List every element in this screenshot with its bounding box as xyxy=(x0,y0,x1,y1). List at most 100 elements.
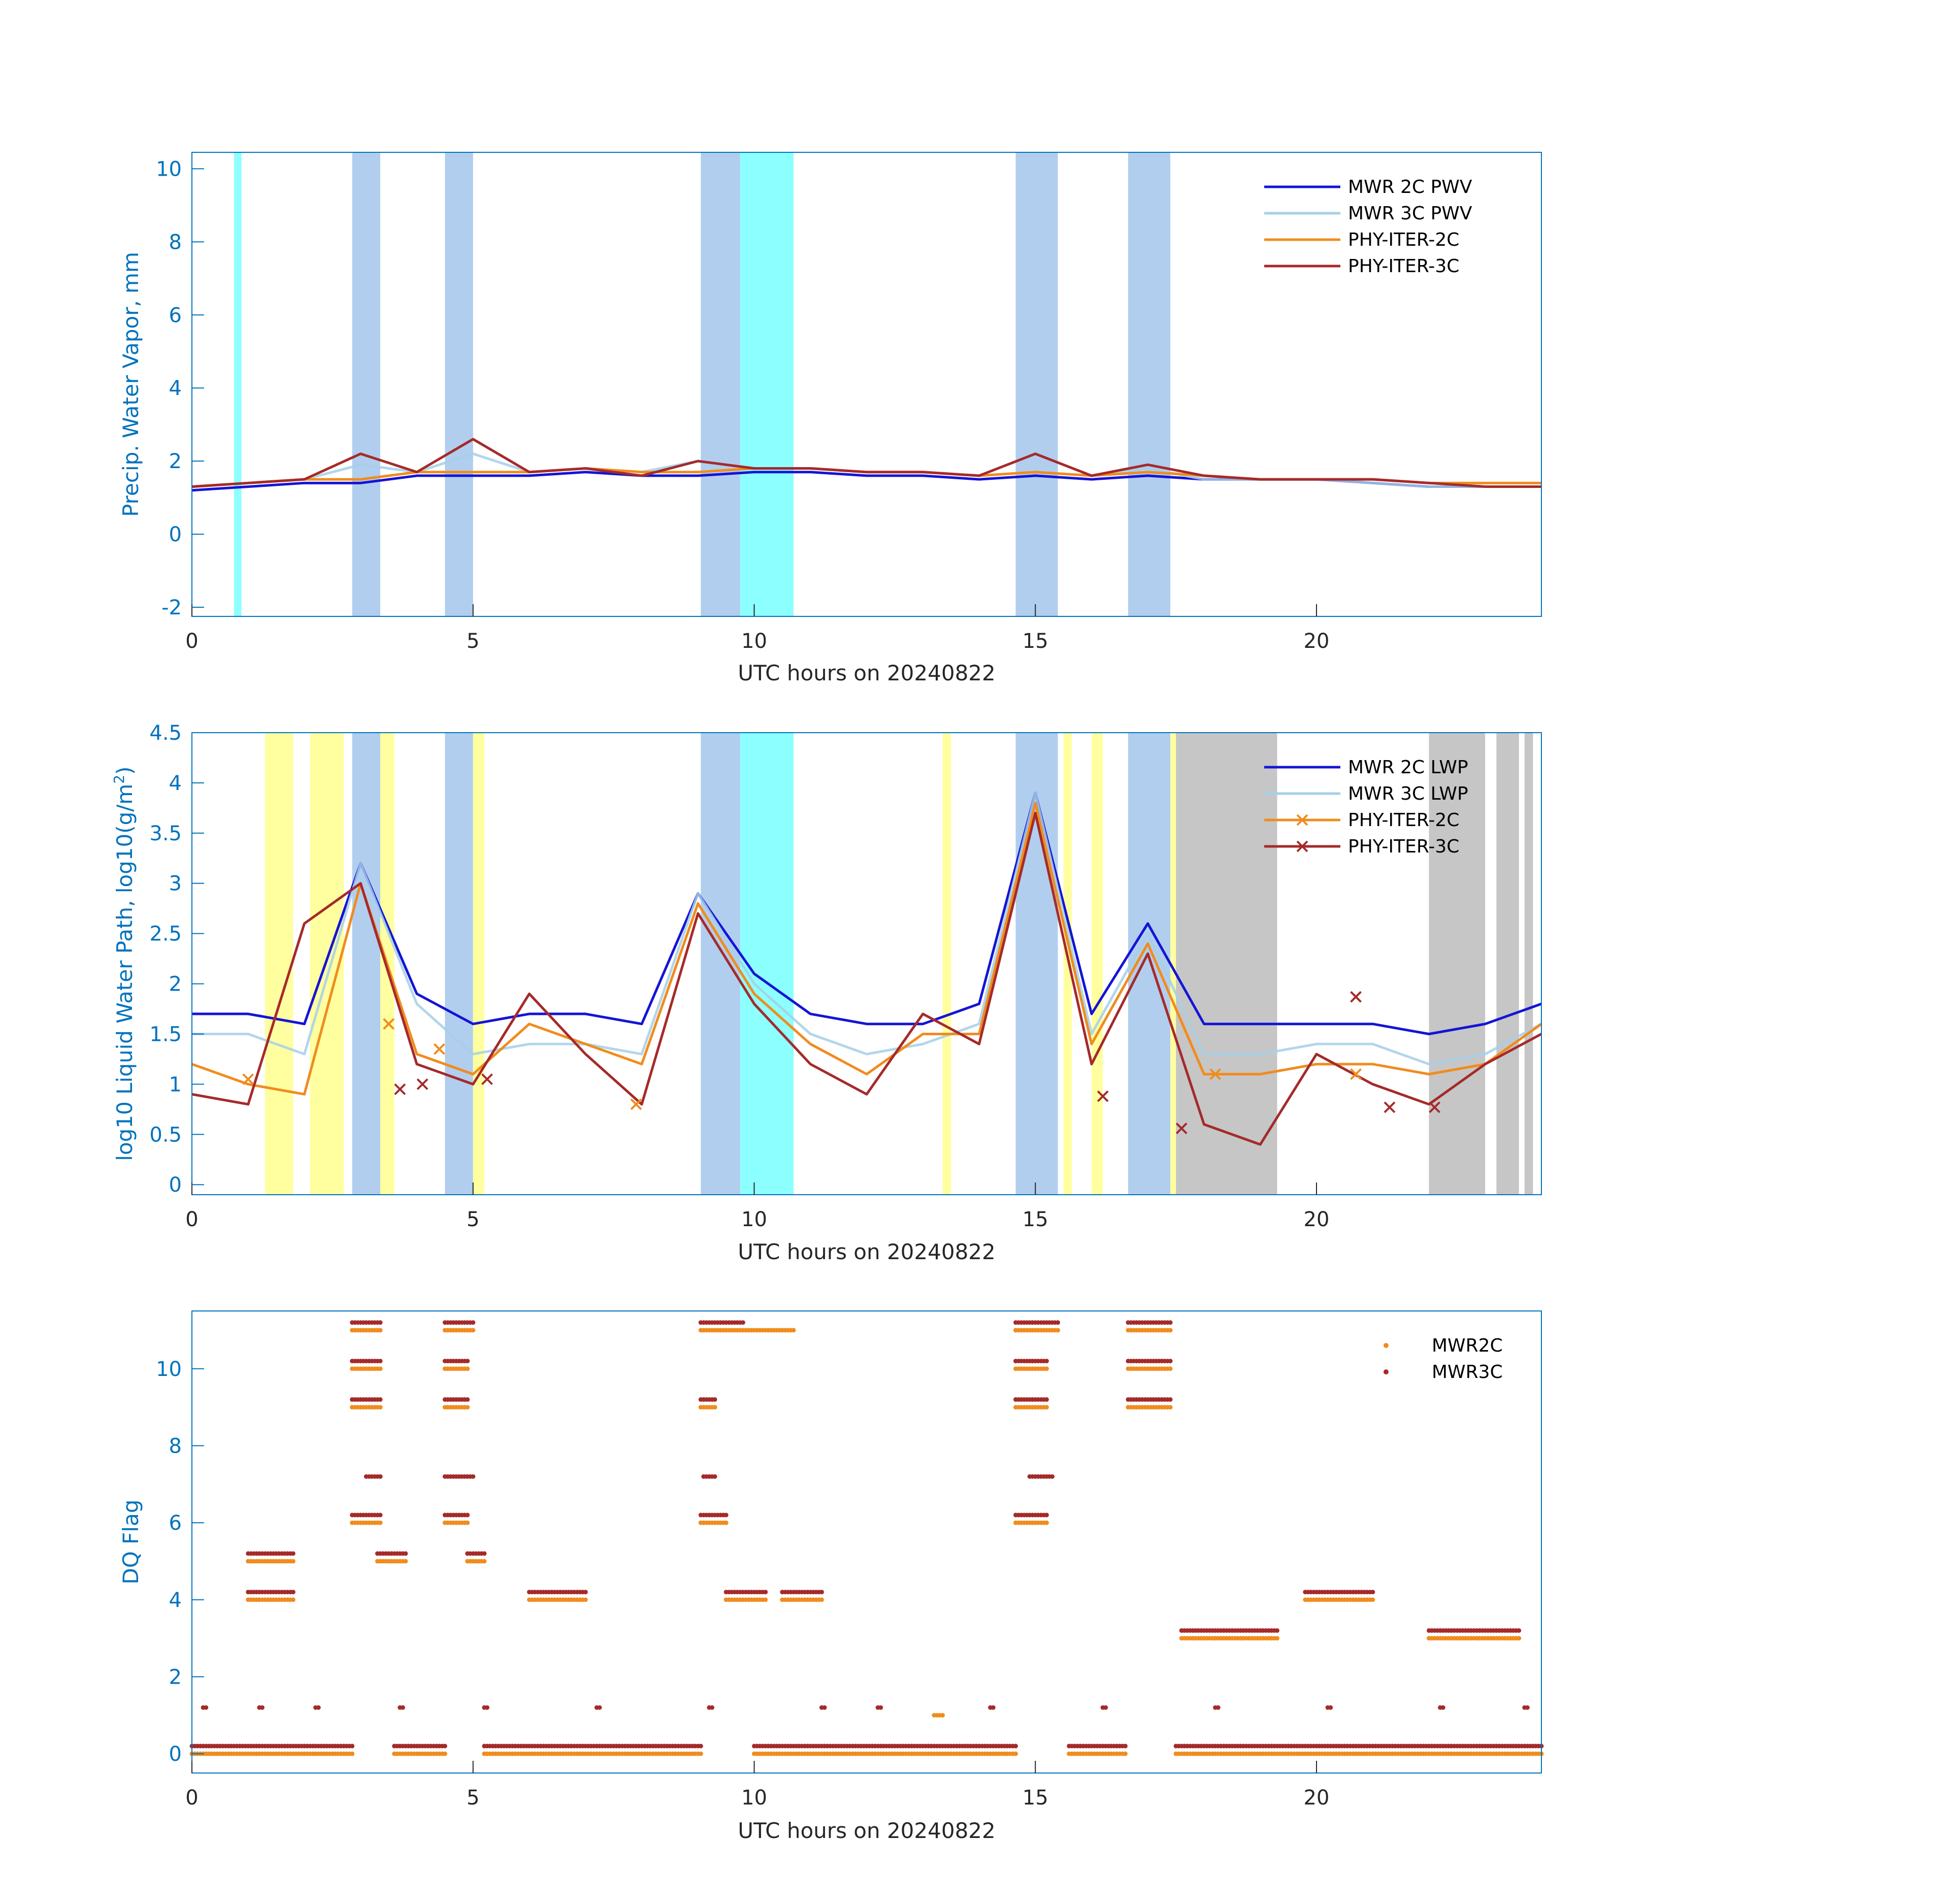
pwv-span-precip-3 xyxy=(1015,152,1058,616)
dqflag-legend-item-1: MWR3C xyxy=(1384,1362,1503,1383)
pwv-span-precip-1 xyxy=(445,152,473,616)
pwv-series-lines xyxy=(191,438,1541,492)
dqflag-points-0-1-0 xyxy=(1179,1636,1279,1641)
pwv-shaded-spans xyxy=(234,152,1171,616)
dqflag-points-1-9-14 xyxy=(1522,1705,1530,1710)
lwp-x-tick-label-3: 15 xyxy=(1023,1208,1048,1231)
dqflag-y-tick-label-2: 4 xyxy=(169,1589,182,1612)
dqflag-points-0-4-3 xyxy=(1013,1520,1049,1525)
pwv-x-tick-label-0: 0 xyxy=(185,630,198,653)
lwp-marker-2 xyxy=(433,1043,445,1055)
dqflag-points-0-5-0 xyxy=(350,1405,383,1410)
dqflag-points-0-2-2 xyxy=(723,1597,768,1602)
dqflag-y-tick-label-3: 6 xyxy=(169,1512,182,1535)
lwp-x-tick-label-4: 20 xyxy=(1304,1208,1330,1231)
lwp-y-axis-label-suffix: ) xyxy=(112,766,137,774)
lwp-span-precip-4 xyxy=(1128,733,1171,1195)
dqflag-points-1-7-3 xyxy=(1126,1359,1173,1364)
dqflag-points-1-7-0 xyxy=(350,1359,383,1364)
dqflag-points-1-1-1 xyxy=(1427,1628,1522,1633)
lwp-marker-1 xyxy=(383,1018,395,1030)
dqflag-points-1-2-4 xyxy=(1303,1590,1375,1595)
dqflag-points-1-0-5 xyxy=(1173,1744,1544,1749)
pwv-span-precip-4 xyxy=(1128,152,1171,616)
dqflag-points-1-9-1 xyxy=(257,1705,265,1710)
dqflag-points-0-4-0 xyxy=(350,1520,383,1525)
dqflag-points-1-9-4 xyxy=(482,1705,489,1710)
lwp-marker-13 xyxy=(1429,1101,1440,1113)
dqflag-x-tick-label-1: 5 xyxy=(467,1786,479,1810)
lwp-marker-9 xyxy=(1097,1090,1109,1102)
pwv-series-3 xyxy=(191,438,1541,488)
dqflag-x-tick-label-4: 20 xyxy=(1304,1786,1330,1810)
pwv-axes-box xyxy=(191,152,1542,617)
pwv-y-tick-label-3: 4 xyxy=(169,377,182,400)
dqflag-points-1-9-9 xyxy=(988,1705,996,1710)
dqflag-points-0-6-2 xyxy=(1013,1366,1049,1371)
dqflag-points-1-3-1 xyxy=(375,1551,408,1556)
dqflag-points-1-9-2 xyxy=(313,1705,321,1710)
lwp-span-gray-14 xyxy=(1176,733,1277,1195)
pwv-span-precip-0 xyxy=(352,152,381,616)
dqflag-points-1-9-3 xyxy=(398,1705,405,1710)
dqflag-points-0-5-4 xyxy=(1126,1405,1173,1410)
dqflag-x-tick-label-2: 10 xyxy=(741,1786,767,1810)
dqflag-x-tick-label-0: 0 xyxy=(185,1786,198,1810)
dqflag-points-0-2-1 xyxy=(527,1597,588,1602)
pwv-span-precip-2 xyxy=(701,152,740,616)
dqflag-points-1-4-1 xyxy=(442,1513,470,1518)
dqflag-y-tick-label-1: 2 xyxy=(169,1665,182,1689)
dqflag-y-tick-label-0: 0 xyxy=(169,1743,182,1766)
dqflag-points-1-5-0 xyxy=(364,1474,383,1479)
lwp-y-tick-label-6: 3 xyxy=(169,872,182,896)
dqflag-points-0-4-1 xyxy=(442,1520,470,1525)
lwp-series-1 xyxy=(192,792,1542,1066)
dqflag-points-1-8-4 xyxy=(1126,1320,1173,1325)
lwp-series-3 xyxy=(191,811,1542,1146)
pwv-y-tick-label-0: -2 xyxy=(161,596,182,619)
svg-text:MWR 2C LWP: MWR 2C LWP xyxy=(1348,757,1468,778)
dqflag-points-1-9-7 xyxy=(819,1705,827,1710)
dqflag-points-1-3-2 xyxy=(465,1551,487,1556)
dqflag-points-1-6-0 xyxy=(350,1397,383,1402)
dqflag-points-1-6-4 xyxy=(1126,1397,1173,1402)
pwv-legend-item-3: PHY-ITER-3C xyxy=(1264,256,1459,277)
dqflag-y-tick-label-4: 8 xyxy=(169,1434,182,1458)
lwp-shaded-spans xyxy=(265,733,1533,1195)
pwv-x-tick-label-1: 5 xyxy=(467,630,479,653)
dqflag-points-1-1-0 xyxy=(1179,1628,1279,1633)
dqflag-panel: 0 5 10 15 20 0 2 4 6 8 10 UTC hours on 20240822 DQ… xyxy=(118,1310,1544,1843)
dqflag-x-tick-label-3: 15 xyxy=(1023,1786,1048,1810)
lwp-x-tick-label-0: 0 xyxy=(185,1208,198,1231)
lwp-tick-labels: 0 5 10 15 20 0 0.5 1 1.5 2 2.5 3 3.5 4 4.5 xyxy=(149,721,1329,1231)
lwp-legend-item-2: PHY-ITER-2C xyxy=(1264,810,1459,831)
lwp-span-gray-16 xyxy=(1496,733,1519,1195)
pwv-y-tick-label-6: 10 xyxy=(156,157,182,181)
lwp-legend-item-0: MWR 2C LWP xyxy=(1264,757,1468,778)
lwp-legend: MWR 2C LWP MWR 3C LWP PHY-ITER-2C PHY-ITER-… xyxy=(1264,757,1468,857)
dqflag-points xyxy=(189,1320,1544,1756)
dqflag-points-0-2-4 xyxy=(1303,1597,1375,1602)
dqflag-points-1-7-2 xyxy=(1013,1359,1049,1364)
dqflag-points-1-5-1 xyxy=(442,1474,476,1479)
dqflag-points-0-0-0 xyxy=(189,1751,355,1756)
pwv-y-tick-label-2: 2 xyxy=(169,450,182,473)
svg-text:MWR 2C PWV: MWR 2C PWV xyxy=(1348,177,1472,198)
dqflag-legend-item-0: MWR2C xyxy=(1384,1335,1503,1356)
lwp-series-lines xyxy=(191,792,1542,1146)
lwp-marker-8 xyxy=(481,1073,493,1085)
dqflag-points-1-9-6 xyxy=(707,1705,714,1710)
dqflag-points-1-9-13 xyxy=(1438,1705,1445,1710)
dqflag-points-0-7-0 xyxy=(350,1328,383,1333)
lwp-marker-10 xyxy=(1175,1123,1188,1134)
lwp-span-yellow-6 xyxy=(265,733,293,1195)
lwp-y-tick-label-0: 0 xyxy=(169,1173,182,1197)
lwp-panel: 0 5 10 15 20 0 0.5 1 1.5 2 2.5 3 3.5 4 4.5 UTC hours o… xyxy=(111,721,1542,1264)
svg-text:PHY-ITER-3C: PHY-ITER-3C xyxy=(1348,256,1459,277)
dqflag-points-1-0-4 xyxy=(1067,1744,1128,1749)
dqflag-points-1-3-0 xyxy=(246,1551,295,1556)
svg-text:MWR 3C PWV: MWR 3C PWV xyxy=(1348,203,1472,224)
dqflag-points-0-0-5 xyxy=(1173,1751,1544,1756)
